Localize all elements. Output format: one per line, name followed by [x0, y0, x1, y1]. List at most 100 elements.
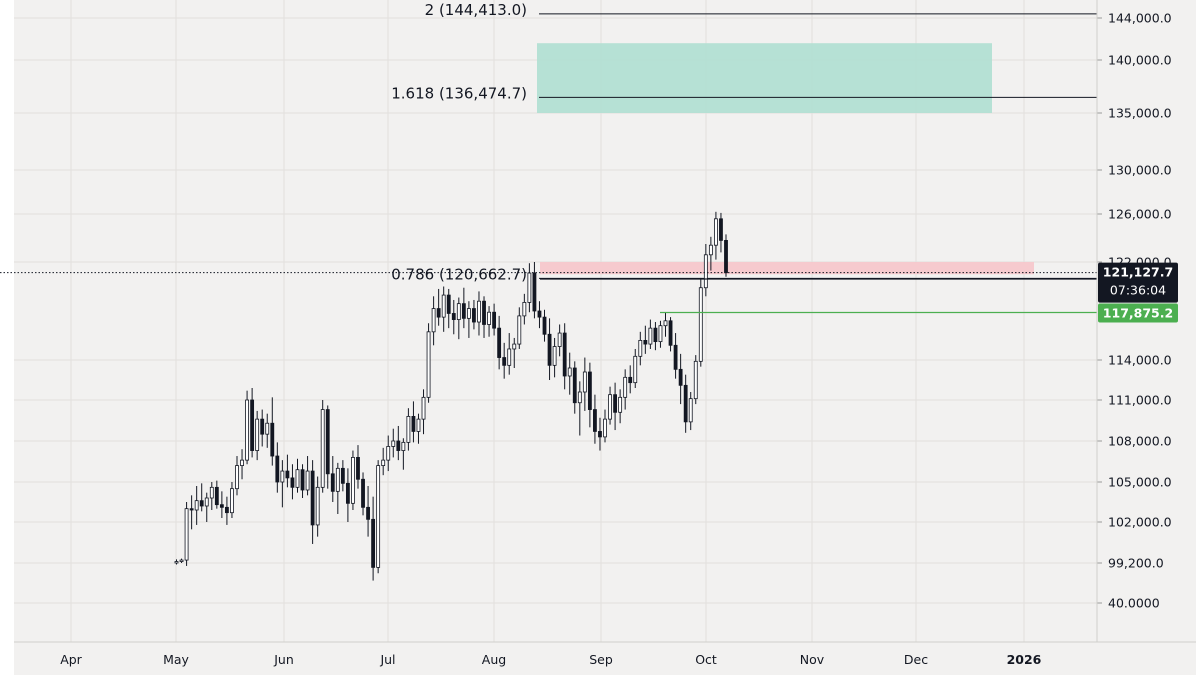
candle-body [678, 368, 683, 386]
candle [260, 409, 265, 447]
current-price-value: 121,127.7 [1103, 265, 1173, 280]
countdown-timer: 07:36:04 [1110, 283, 1166, 298]
candle [426, 323, 431, 403]
candle-body [401, 441, 406, 451]
candle-body [300, 469, 305, 491]
candle [542, 309, 547, 342]
price-tick-label: 105,000.0 [1108, 475, 1172, 490]
candle-body [260, 418, 265, 435]
support-price-value: 117,875.2 [1103, 306, 1173, 321]
candle-body [351, 456, 355, 504]
candle-body [411, 415, 416, 432]
candle-body [441, 294, 446, 318]
current-price-tag: 121,127.7 07:36:04 [1098, 262, 1178, 303]
candle [315, 476, 320, 537]
price-axis[interactable]: 144,000.0 140,000.0 135,000.0 130,000.0 126,… [1096, 0, 1172, 642]
candle-body [310, 470, 315, 526]
time-tick-label: Aug [482, 652, 506, 667]
candle-body [638, 339, 643, 357]
candle [219, 491, 224, 518]
candle-body [557, 332, 562, 347]
candle-body [492, 311, 497, 329]
candle-body [391, 440, 396, 447]
candle-body [472, 308, 476, 323]
candle [240, 449, 244, 480]
candle-body [209, 486, 214, 499]
candle [320, 400, 325, 493]
candle [688, 392, 693, 431]
candle-body [653, 327, 658, 343]
candle [567, 352, 572, 395]
candle [618, 389, 623, 424]
candle [255, 410, 260, 461]
candle-body [673, 344, 678, 370]
candle [648, 319, 653, 349]
support-price-tag: 117,875.2 [1098, 303, 1178, 323]
candle-body [204, 497, 209, 507]
price-tick-label: 126,000.0 [1108, 207, 1172, 222]
time-tick-label: Apr [60, 652, 82, 667]
candle-body [320, 409, 325, 488]
candle [209, 482, 214, 510]
candle [673, 333, 678, 379]
price-tick-label: 40.0000 [1108, 596, 1160, 611]
candle [492, 303, 497, 336]
candle [265, 413, 270, 448]
candle-body [487, 311, 491, 325]
zones [537, 43, 1034, 275]
candle [532, 262, 537, 319]
candle [683, 374, 688, 433]
candle-body [255, 418, 260, 451]
candle [719, 212, 723, 253]
candle [577, 381, 582, 436]
candle [189, 495, 194, 530]
time-tick-label: Sep [589, 652, 613, 667]
candle-body [527, 272, 532, 303]
candle-body [345, 482, 350, 504]
candle-body [512, 343, 517, 350]
candle-body [572, 367, 577, 404]
candle-body [214, 486, 219, 506]
candle-body [562, 332, 567, 377]
fib-label: 0.786 (120,662.7) [391, 265, 527, 283]
candle-body [668, 320, 673, 346]
candle-body [335, 467, 340, 492]
candle [658, 320, 663, 348]
fib-extension[interactable]: 2 (144,413.0) 1.618 (136,474.7) 0.786 (120… [391, 1, 1097, 284]
candle [502, 342, 507, 379]
time-tick-label: Oct [695, 652, 717, 667]
candle [391, 428, 396, 458]
candle-body [502, 357, 507, 366]
candle-body [446, 294, 451, 314]
price-tick-label: 130,000.0 [1108, 163, 1172, 178]
candle-body [250, 399, 255, 451]
candle [250, 388, 255, 458]
candle-body [582, 371, 587, 393]
candle-body [451, 313, 456, 320]
candle-body [189, 508, 194, 511]
candles [174, 211, 728, 581]
target-zone [537, 43, 992, 114]
candle-body [356, 456, 360, 480]
candle [235, 456, 239, 496]
candle-body [461, 303, 466, 319]
candle-body [325, 409, 330, 475]
candle-body [552, 346, 557, 366]
time-axis[interactable]: Apr May Jun Jul Aug Sep Oct Nov Dec 2026 [14, 641, 1196, 667]
candle [724, 234, 728, 277]
candle-body [698, 287, 703, 362]
candle [638, 331, 643, 366]
candle [421, 389, 426, 435]
candle-body [708, 244, 713, 256]
candle-body [396, 440, 401, 451]
candle [376, 460, 381, 574]
candle [441, 286, 446, 332]
candle [608, 386, 612, 425]
candle-body [361, 478, 365, 508]
candle-body [270, 422, 275, 457]
candle [477, 291, 481, 336]
candle-body [587, 371, 592, 410]
candle-body [305, 470, 310, 491]
